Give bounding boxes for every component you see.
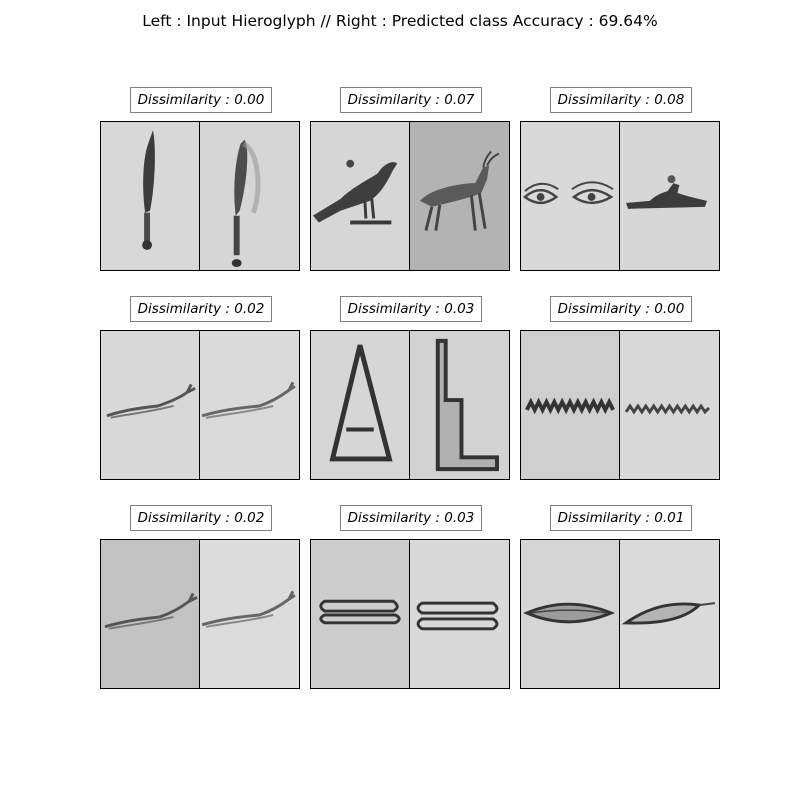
predicted-class [410, 122, 509, 270]
horned-viper-glyph-icon [106, 383, 196, 419]
dissimilarity-label: Dissimilarity : 0.02 [130, 505, 272, 531]
image-pair [310, 121, 510, 271]
predicted-class [410, 540, 509, 688]
image-pair [310, 539, 510, 689]
input-hieroglyph [311, 122, 410, 270]
image-pair [520, 539, 720, 689]
image-pair [520, 330, 720, 480]
triangle-glyph-icon [329, 344, 393, 462]
dissimilarity-label: Dissimilarity : 0.00 [130, 87, 272, 113]
predicted-class [410, 331, 509, 479]
input-hieroglyph [311, 540, 410, 688]
bird-glyph-icon [312, 159, 398, 225]
predicted-class [200, 540, 299, 688]
image-pair [100, 121, 300, 271]
dissimilarity-label: Dissimilarity : 0.08 [550, 87, 692, 113]
mouth-glyph-icon [621, 602, 716, 625]
predicted-class [620, 122, 719, 270]
input-hieroglyph [521, 540, 620, 688]
predicted-class [620, 540, 719, 688]
water-ripple-glyph-icon [624, 403, 711, 415]
horned-viper-glyph-icon [104, 592, 198, 630]
input-hieroglyph [101, 122, 200, 270]
dissimilarity-label: Dissimilarity : 0.02 [130, 296, 272, 322]
dissimilarity-label: Dissimilarity : 0.03 [340, 296, 482, 322]
dissimilarity-label: Dissimilarity : 0.07 [340, 87, 482, 113]
dissimilarity-label: Dissimilarity : 0.01 [550, 505, 692, 531]
input-hieroglyph [101, 331, 200, 479]
knife-glyph-icon [142, 130, 155, 250]
horned-viper-glyph-icon [201, 590, 296, 628]
mouth-glyph-icon [523, 602, 616, 624]
image-pair [100, 539, 300, 689]
stepped-block-glyph-icon [435, 338, 499, 472]
predicted-class [200, 122, 299, 270]
dissimilarity-label: Dissimilarity : 0.03 [340, 505, 482, 531]
input-hieroglyph [101, 540, 200, 688]
horned-viper-glyph-icon [201, 381, 296, 419]
eyes-glyph-icon [522, 181, 614, 205]
figure-title: Left : Input Hieroglyph // Right : Predi… [142, 12, 658, 30]
input-hieroglyph [311, 331, 410, 479]
water-ripple-glyph-icon [525, 397, 615, 415]
image-pair [100, 330, 300, 480]
input-hieroglyph [521, 122, 620, 270]
dissimilarity-label: Dissimilarity : 0.00 [550, 296, 692, 322]
folded-cloth-glyph-icon [319, 599, 401, 625]
predicted-class [620, 331, 719, 479]
predicted-class [200, 331, 299, 479]
reclining-figure-glyph-icon [626, 175, 707, 209]
folded-cloth-glyph-icon [416, 601, 499, 631]
image-pair [520, 121, 720, 271]
quadruped-glyph-icon [420, 150, 500, 231]
input-hieroglyph [521, 331, 620, 479]
knife-glyph-icon [231, 139, 261, 268]
image-pair [310, 330, 510, 480]
